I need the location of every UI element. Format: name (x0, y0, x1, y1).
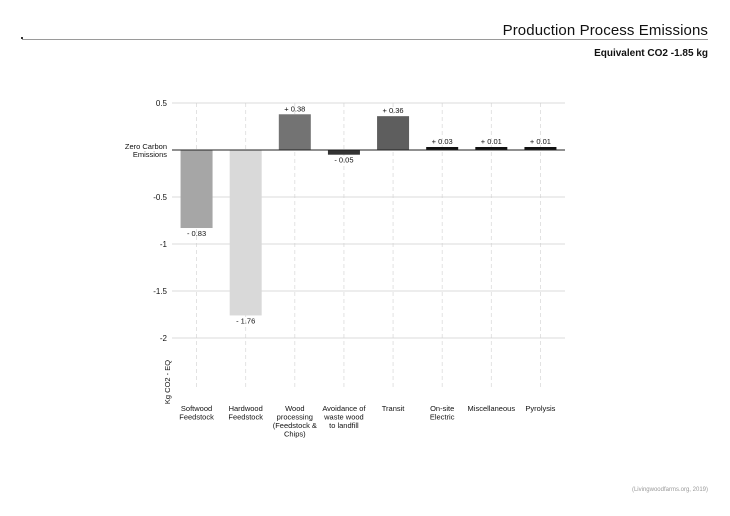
chart-title: Production Process Emissions (502, 22, 708, 39)
x-category-label: On-site (430, 404, 454, 413)
bar (524, 147, 557, 150)
x-category-label: Wood (285, 404, 304, 413)
zero-carbon-label: Zero Carbon (125, 142, 167, 151)
x-category-label: Electric (430, 413, 455, 422)
x-category-label: Feedstock (228, 413, 263, 422)
bar (229, 150, 262, 316)
bar-value-label: - 0.83 (187, 229, 206, 238)
x-category-label: waste wood (323, 413, 364, 422)
bar-value-label: + 0.03 (432, 137, 453, 146)
x-category-label: Softwood (181, 404, 212, 413)
x-category-label: Chips) (284, 430, 306, 439)
title-divider (22, 39, 708, 40)
bar-value-label: + 0.01 (481, 137, 502, 146)
bar-value-label: - 0.05 (334, 156, 353, 165)
x-category-label: Feedstock (179, 413, 214, 422)
bar-value-label: + 0.01 (530, 137, 551, 146)
y-axis-label: Kg CO2 - EQ (163, 360, 172, 404)
y-tick-label: 0.5 (156, 99, 168, 108)
bar (377, 116, 410, 150)
y-tick-label: -1 (160, 240, 168, 249)
bar (278, 114, 311, 150)
bar (475, 147, 508, 150)
x-category-label: processing (277, 413, 313, 422)
x-category-label: Pyrolysis (525, 404, 555, 413)
x-category-label: Hardwood (229, 404, 263, 413)
y-tick-label: -2 (160, 334, 168, 343)
zero-carbon-label: Emissions (133, 150, 167, 159)
x-category-label: to landfill (329, 421, 359, 430)
rule-marker (21, 37, 23, 39)
bar (426, 147, 459, 150)
bar-value-label: + 0.38 (284, 104, 305, 113)
bar-value-label: - 1.76 (236, 316, 255, 325)
bar-value-label: + 0.36 (383, 106, 404, 115)
x-category-label: (Feedstock & (273, 421, 317, 430)
y-tick-label: -0.5 (153, 193, 167, 202)
bar (327, 150, 360, 155)
x-category-label: Miscellaneous (468, 404, 516, 413)
source-credit: (Livingwoodfarms.org, 2019) (631, 487, 708, 493)
chart-subtitle: Equivalent CO2 -1.85 kg (594, 48, 708, 59)
y-tick-label: -1.5 (153, 287, 167, 296)
x-category-label: Transit (382, 404, 406, 413)
x-category-label: Avoidance of (322, 404, 366, 413)
bar (180, 150, 213, 229)
